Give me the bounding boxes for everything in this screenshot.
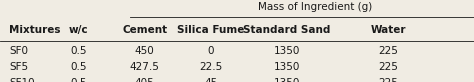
Text: Mass of Ingredient (g): Mass of Ingredient (g) xyxy=(258,2,373,12)
Text: SF5: SF5 xyxy=(9,62,28,72)
Text: 450: 450 xyxy=(135,46,155,56)
Text: 0.5: 0.5 xyxy=(70,46,86,56)
Text: 1350: 1350 xyxy=(273,78,300,82)
Text: SF10: SF10 xyxy=(9,78,35,82)
Text: Cement: Cement xyxy=(122,25,167,35)
Text: 0: 0 xyxy=(208,46,214,56)
Text: 22.5: 22.5 xyxy=(199,62,223,72)
Text: 1350: 1350 xyxy=(273,62,300,72)
Text: w/c: w/c xyxy=(68,25,88,35)
Text: 405: 405 xyxy=(135,78,155,82)
Text: Mixtures: Mixtures xyxy=(9,25,61,35)
Text: 0.5: 0.5 xyxy=(70,62,86,72)
Text: 1350: 1350 xyxy=(273,46,300,56)
Text: 45: 45 xyxy=(204,78,218,82)
Text: 0.5: 0.5 xyxy=(70,78,86,82)
Text: 427.5: 427.5 xyxy=(129,62,160,72)
Text: 225: 225 xyxy=(379,46,399,56)
Text: 225: 225 xyxy=(379,78,399,82)
Text: Water: Water xyxy=(371,25,406,35)
Text: Standard Sand: Standard Sand xyxy=(243,25,330,35)
Text: Silica Fume: Silica Fume xyxy=(177,25,245,35)
Text: SF0: SF0 xyxy=(9,46,28,56)
Text: 225: 225 xyxy=(379,62,399,72)
